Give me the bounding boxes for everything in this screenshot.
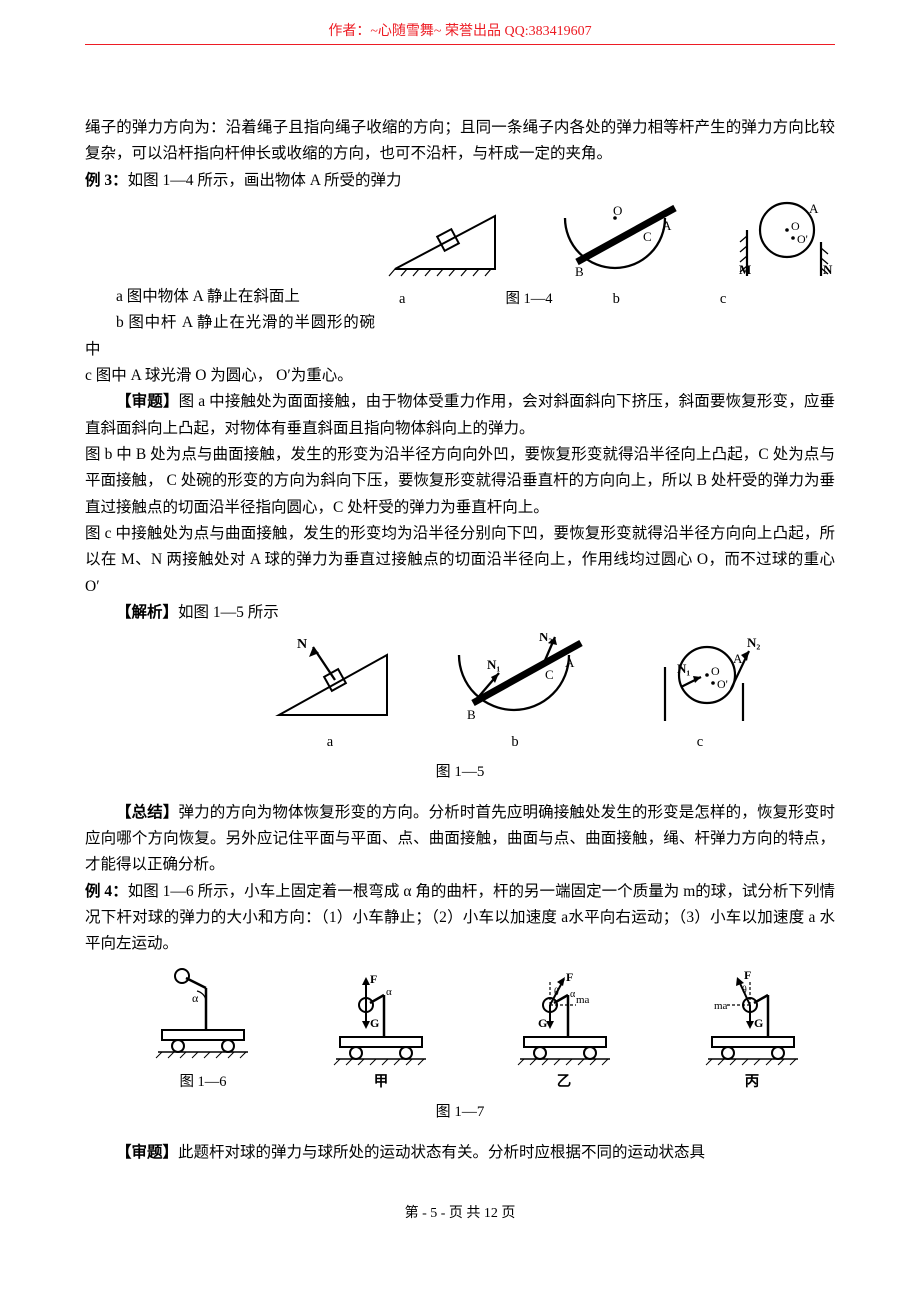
document-body: 绳子的弹力方向为：沿着绳子且指向绳子收缩的方向；且同一条绳子内各处的弹力相等杆产… bbox=[85, 115, 835, 1166]
svg-text:G: G bbox=[538, 1016, 547, 1030]
example-4: 例 4：如图 1—6 所示，小车上固定着一根弯成 α 角的曲杆，杆的另一端固定一… bbox=[85, 879, 835, 958]
svg-text:θ: θ bbox=[554, 987, 559, 998]
fig15-caption: 图 1—5 bbox=[85, 760, 835, 786]
fig14-caption: 图 1—4 bbox=[505, 287, 552, 363]
svg-text:B: B bbox=[575, 264, 584, 279]
svg-text:O: O bbox=[791, 219, 800, 233]
diagram-cart-icon: α bbox=[148, 964, 258, 1060]
svg-text:θ: θ bbox=[742, 985, 747, 996]
analysis-b: 图 b 中 B 处为点与曲面接触，发生的形变为沿半径方向向外凹，要恢复形变就得沿… bbox=[85, 442, 835, 521]
svg-text:N₂: N₂ bbox=[539, 633, 552, 644]
diagram-cart-yi-icon: F ma θ G α bbox=[504, 971, 624, 1067]
diagram-circle-n-icon: O O' A N₁ N₂ bbox=[635, 633, 765, 727]
fig16: α 图 1—6 bbox=[148, 964, 258, 1095]
fig14-desc-a: a 图中物体 A 静止在斜面上 bbox=[85, 284, 375, 310]
paragraph-rope: 绳子的弹力方向为：沿着绳子且指向绳子收缩的方向；且同一条绳子内各处的弹力相等杆产… bbox=[85, 115, 835, 168]
svg-text:O: O bbox=[711, 664, 720, 678]
fig14-a bbox=[385, 204, 505, 282]
svg-text:F: F bbox=[566, 971, 573, 984]
page-footer: 第 - 5 - 页 共 12 页 bbox=[85, 1202, 835, 1222]
solution-text: 如图 1—5 所示 bbox=[178, 604, 279, 621]
fig15-label-b: b bbox=[435, 730, 595, 755]
svg-text:C: C bbox=[545, 667, 554, 682]
fig14-label-b: b bbox=[613, 287, 620, 363]
summary: 【总结】弹力的方向为物体恢复形变的方向。分析时首先应明确接触处发生的形变是怎样的… bbox=[85, 800, 835, 879]
fig14-desc-b: b 图中杆 A 静止在光滑的半圆形的碗中 bbox=[85, 310, 375, 363]
svg-text:α: α bbox=[386, 986, 392, 998]
fig14-c: O O' A M N bbox=[725, 200, 835, 282]
svg-text:G: G bbox=[754, 1016, 763, 1030]
example-4-text: 如图 1—6 所示，小车上固定着一根弯成 α 角的曲杆，杆的另一端固定一个质量为… bbox=[85, 883, 835, 953]
diagram-bowl-n-icon: N₁ N₂ A C B bbox=[435, 633, 595, 727]
svg-text:N₂: N₂ bbox=[747, 635, 760, 650]
solution-label: 【解析】 bbox=[116, 604, 178, 621]
fig14-label-c: c bbox=[720, 287, 726, 363]
svg-text:A: A bbox=[809, 201, 819, 216]
analysis-4-label: 【审题】 bbox=[116, 1144, 178, 1161]
fig17-bing: F ma θ G 丙 bbox=[692, 971, 812, 1095]
svg-text:ma: ma bbox=[576, 994, 590, 1006]
svg-text:F: F bbox=[744, 971, 751, 982]
fig17-label-yi: 乙 bbox=[504, 1070, 624, 1095]
fig17-caption: 图 1—7 bbox=[85, 1100, 835, 1126]
fig14-label-a: a bbox=[399, 287, 405, 363]
fig15-b: N₁ N₂ A C B b bbox=[435, 633, 595, 755]
diagram-cart-jia-icon: F G α bbox=[326, 971, 436, 1067]
fig17-label-jia: 甲 bbox=[326, 1070, 436, 1095]
fig15-row: N a N₁ N₂ A C B b bbox=[195, 633, 835, 755]
svg-text:O: O bbox=[613, 203, 622, 218]
diagram-cart-bing-icon: F ma θ G bbox=[692, 971, 812, 1067]
solution-line: 【解析】如图 1—5 所示 bbox=[85, 600, 835, 626]
svg-text:C: C bbox=[643, 229, 652, 244]
fig15-a: N a bbox=[265, 635, 395, 755]
diagram-incline-n-icon: N bbox=[265, 635, 395, 727]
svg-text:ma: ma bbox=[714, 1000, 728, 1012]
fig15-label-c: c bbox=[635, 730, 765, 755]
analysis-a-text: 图 a 中接触处为面面接触，由于物体受重力作用，会对斜面斜向下挤压，斜面要恢复形… bbox=[85, 393, 835, 436]
svg-text:N₁: N₁ bbox=[677, 661, 690, 676]
fig17-yi: F ma θ G α 乙 bbox=[504, 971, 624, 1095]
svg-text:O': O' bbox=[797, 232, 808, 246]
diagram-incline-icon bbox=[385, 204, 505, 282]
fig15-c: O O' A N₁ N₂ c bbox=[635, 633, 765, 755]
fig16-17-row: α 图 1—6 F G α bbox=[125, 964, 835, 1095]
fig16-caption: 图 1—6 bbox=[148, 1070, 258, 1095]
analysis-a: 【审题】图 a 中接触处为面面接触，由于物体受重力作用，会对斜面斜向下挤压，斜面… bbox=[85, 389, 835, 442]
fig17-jia: F G α 甲 bbox=[326, 971, 436, 1095]
summary-text: 弹力的方向为物体恢复形变的方向。分析时首先应明确接触处发生的形变是怎样的，恢复形… bbox=[85, 804, 835, 874]
fig17-label-bing: 丙 bbox=[692, 1070, 812, 1095]
analysis-4-text: 此题杆对球的弹力与球所处的运动状态有关。分析时应根据不同的运动状态具 bbox=[178, 1144, 705, 1161]
example-3-label: 例 3： bbox=[85, 172, 128, 189]
analysis-c: 图 c 中接触处为点与曲面接触，发生的形变均为沿半径分别向下凹，要恢复形变就得沿… bbox=[85, 521, 835, 600]
summary-label: 【总结】 bbox=[116, 804, 179, 821]
diagram-circle-mn-icon: O O' A M N bbox=[725, 200, 835, 282]
svg-text:M: M bbox=[739, 262, 751, 277]
svg-text:N: N bbox=[823, 262, 833, 277]
svg-text:A: A bbox=[565, 655, 575, 670]
example-4-label: 例 4： bbox=[85, 883, 128, 900]
svg-text:F: F bbox=[370, 972, 377, 986]
fig14-desc-c: c 图中 A 球光滑 O 为圆心， O′为重心。 bbox=[85, 363, 835, 389]
analysis-label: 【审题】 bbox=[116, 393, 179, 410]
example-3-title: 例 3：如图 1—4 所示，画出物体 A 所受的弹力 bbox=[85, 168, 835, 194]
header-rule bbox=[85, 44, 835, 45]
fig14-b: O A C B bbox=[545, 202, 685, 282]
svg-text:A: A bbox=[662, 218, 672, 233]
svg-text:α: α bbox=[570, 989, 576, 1000]
svg-text:A: A bbox=[733, 651, 743, 666]
analysis-4: 【审题】此题杆对球的弹力与球所处的运动状态有关。分析时应根据不同的运动状态具 bbox=[85, 1140, 835, 1166]
fig15-label-a: a bbox=[265, 730, 395, 755]
diagram-bowl-icon: O A C B bbox=[545, 202, 685, 282]
svg-text:O': O' bbox=[717, 677, 728, 691]
svg-text:G: G bbox=[370, 1016, 379, 1030]
page-header: 作者：~心随雪舞~ 荣誉出品 QQ:383419607 bbox=[85, 20, 835, 40]
svg-text:N₁: N₁ bbox=[487, 657, 500, 672]
svg-text:α: α bbox=[192, 991, 199, 1005]
svg-text:B: B bbox=[467, 707, 476, 722]
svg-text:N: N bbox=[297, 637, 307, 652]
fig14-row: O A C B O O' A bbox=[85, 194, 835, 284]
example-3-text: 如图 1—4 所示，画出物体 A 所受的弹力 bbox=[128, 172, 402, 189]
